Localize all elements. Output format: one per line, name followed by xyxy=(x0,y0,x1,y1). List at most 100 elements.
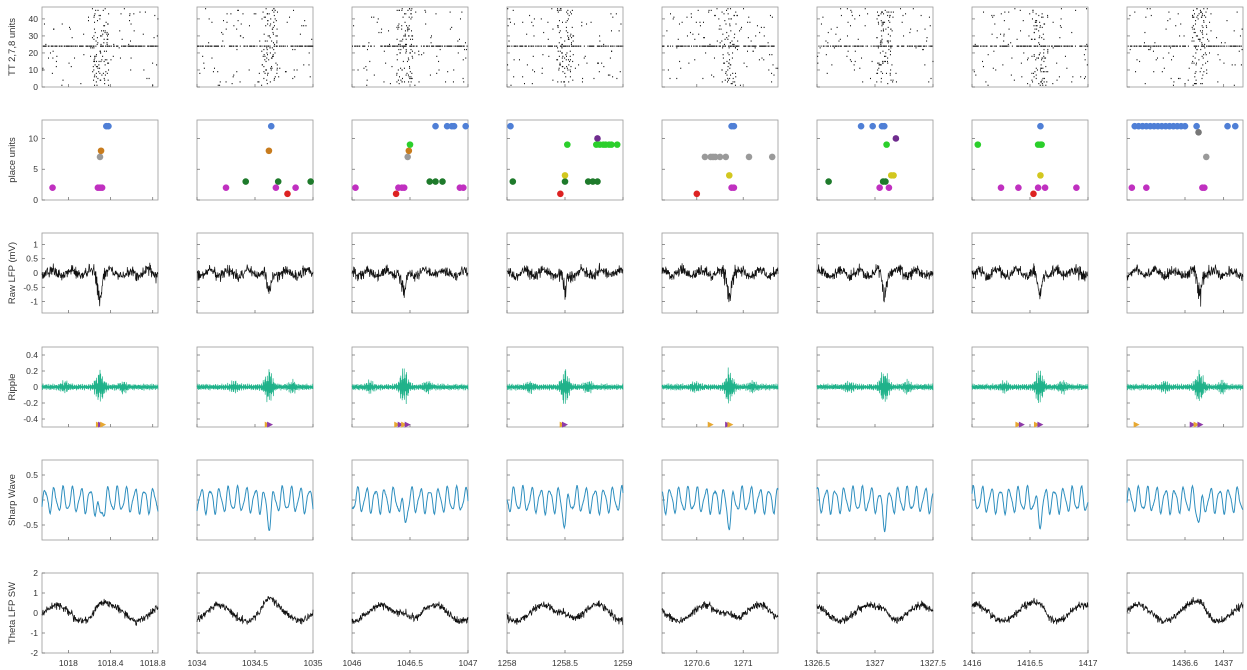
spike xyxy=(759,31,761,34)
spike xyxy=(729,45,731,47)
spike xyxy=(888,11,890,13)
spike xyxy=(850,9,852,12)
panel-ripple-4 xyxy=(661,346,779,428)
spike xyxy=(1191,14,1193,17)
spike xyxy=(293,69,295,71)
spike xyxy=(847,50,849,52)
spike xyxy=(202,45,204,47)
spike xyxy=(887,62,889,64)
spike xyxy=(764,45,766,47)
spike xyxy=(884,60,886,63)
spike xyxy=(889,74,891,76)
spike xyxy=(142,33,144,35)
panel-tt-2 xyxy=(351,6,469,88)
spike xyxy=(1000,45,1002,47)
spike xyxy=(405,48,407,51)
spike xyxy=(271,67,273,69)
spike xyxy=(568,37,570,39)
spike xyxy=(911,45,913,47)
spike xyxy=(1187,45,1189,47)
spike xyxy=(304,45,306,47)
spike xyxy=(404,45,406,47)
spike xyxy=(564,72,566,74)
spike xyxy=(859,45,861,47)
spike xyxy=(293,45,295,47)
spike xyxy=(101,30,103,32)
spike xyxy=(716,40,718,42)
spike xyxy=(87,45,89,47)
spike xyxy=(1198,59,1200,61)
spike xyxy=(825,40,827,42)
spike xyxy=(1193,82,1195,85)
spike xyxy=(1203,45,1205,47)
spike xyxy=(1060,8,1062,10)
spike xyxy=(577,45,579,47)
spike xyxy=(568,14,570,17)
theta-trace xyxy=(351,601,469,624)
spike xyxy=(1195,64,1197,66)
spike xyxy=(305,45,307,47)
raw-trace xyxy=(506,262,624,300)
spike xyxy=(211,57,213,59)
y-tick-label: 0.5 xyxy=(26,470,38,480)
spike xyxy=(718,18,720,20)
spike xyxy=(531,21,533,23)
spike xyxy=(752,50,754,52)
spike xyxy=(878,45,880,47)
spike xyxy=(513,59,515,61)
spike xyxy=(720,28,722,30)
spike xyxy=(748,16,750,18)
spike xyxy=(1008,45,1010,47)
spike xyxy=(445,81,447,83)
spike xyxy=(672,45,674,47)
spike xyxy=(556,45,558,47)
ripple-event-marker xyxy=(397,421,404,428)
place-spike xyxy=(561,172,569,179)
spike xyxy=(753,45,755,47)
spike xyxy=(840,45,842,47)
spike xyxy=(457,40,459,42)
spike xyxy=(517,45,519,47)
spike xyxy=(690,16,692,18)
spike xyxy=(1079,45,1081,47)
spike xyxy=(1231,64,1233,66)
spike xyxy=(304,20,306,22)
y-tick-label: -0.5 xyxy=(23,520,38,530)
theta-trace xyxy=(661,601,779,625)
spike xyxy=(449,45,451,47)
spike xyxy=(817,62,819,64)
spike xyxy=(459,45,461,47)
spike xyxy=(713,45,715,47)
spike xyxy=(880,71,882,73)
spike xyxy=(581,81,583,83)
x-tick-label: 1018.4 xyxy=(98,658,124,668)
spike xyxy=(1209,45,1211,47)
spike xyxy=(1039,52,1041,54)
place-spike xyxy=(284,190,291,198)
spike xyxy=(1201,82,1203,85)
spike xyxy=(1200,11,1202,13)
spike xyxy=(1041,13,1043,15)
spike xyxy=(676,45,678,47)
y-tick-label: 0.4 xyxy=(26,350,38,360)
spike xyxy=(48,57,50,59)
spike xyxy=(1238,45,1240,47)
spike xyxy=(107,79,109,81)
spike xyxy=(703,37,705,39)
spike xyxy=(727,38,729,40)
spike xyxy=(1036,69,1038,71)
spike xyxy=(558,42,560,44)
spike xyxy=(56,55,58,57)
spike xyxy=(686,35,688,37)
spike xyxy=(1036,45,1038,47)
spike xyxy=(130,45,132,47)
spike xyxy=(889,54,891,56)
spike xyxy=(400,67,402,69)
spike xyxy=(581,25,583,27)
spike xyxy=(512,9,514,12)
spike xyxy=(408,28,410,30)
ripple-trace xyxy=(506,369,624,404)
spike xyxy=(135,45,137,47)
spike xyxy=(95,55,97,57)
spike xyxy=(58,45,60,47)
